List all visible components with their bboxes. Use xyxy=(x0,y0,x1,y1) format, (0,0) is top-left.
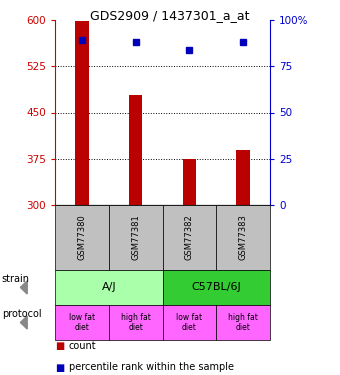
Bar xyxy=(236,150,250,205)
Text: low fat
diet: low fat diet xyxy=(176,313,202,332)
Bar xyxy=(75,21,89,205)
Text: C57BL/6J: C57BL/6J xyxy=(191,282,241,292)
Text: GDS2909 / 1437301_a_at: GDS2909 / 1437301_a_at xyxy=(90,9,250,22)
Polygon shape xyxy=(20,281,27,294)
Text: GSM77382: GSM77382 xyxy=(185,214,194,260)
Bar xyxy=(183,159,196,205)
Polygon shape xyxy=(20,316,27,329)
Bar xyxy=(129,95,142,205)
Text: high fat
diet: high fat diet xyxy=(228,313,258,332)
Text: count: count xyxy=(69,341,96,351)
Text: ■: ■ xyxy=(55,363,64,372)
Text: protocol: protocol xyxy=(2,309,41,319)
Text: ■: ■ xyxy=(55,341,64,351)
Text: high fat
diet: high fat diet xyxy=(121,313,151,332)
Text: A/J: A/J xyxy=(101,282,116,292)
Text: strain: strain xyxy=(2,274,30,284)
Text: GSM77380: GSM77380 xyxy=(78,214,86,260)
Text: GSM77383: GSM77383 xyxy=(239,214,248,261)
Text: GSM77381: GSM77381 xyxy=(131,214,140,260)
Text: percentile rank within the sample: percentile rank within the sample xyxy=(69,363,234,372)
Text: low fat
diet: low fat diet xyxy=(69,313,95,332)
